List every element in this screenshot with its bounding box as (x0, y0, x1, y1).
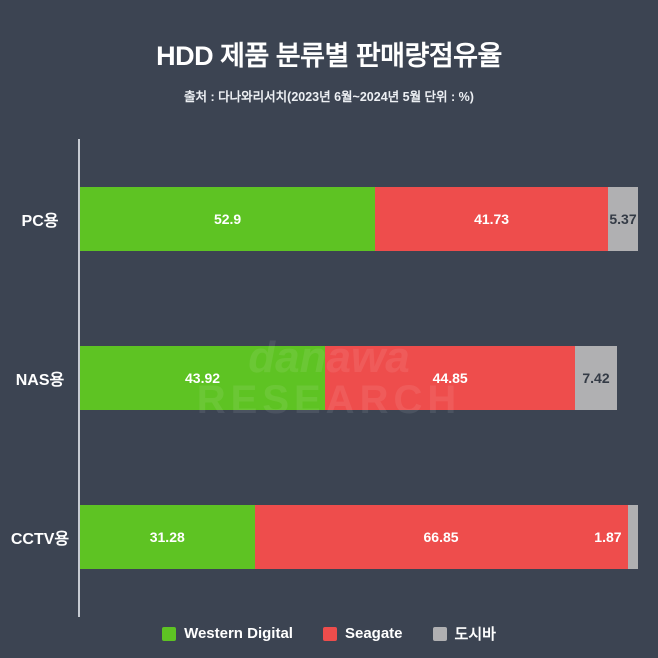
legend-item: Seagate (322, 625, 403, 642)
bar-track: 52.9 41.73 5.37 (80, 186, 638, 251)
legend-label: Western Digital (184, 625, 293, 642)
segment-value: 1.87 (594, 529, 622, 546)
bar-segment-toshiba: 1.87 (594, 505, 638, 570)
bar-segment-toshiba: 7.42 (575, 345, 617, 410)
legend-label: 도시바 (454, 626, 496, 643)
category-label: PC용 (21, 212, 59, 230)
legend-item: Western Digital (162, 625, 293, 642)
chart-row: NAS용 43.92 44.85 7.42 (16, 345, 638, 410)
segment-value: 52.9 (213, 210, 242, 227)
chart-title: HDD 제품 분류별 판매량점유율 (156, 41, 502, 71)
chart-row: PC용 52.9 41.73 5.37 (22, 186, 638, 251)
segment-value: 44.85 (432, 369, 468, 386)
legend-item: 도시바 (432, 623, 496, 644)
bar-segment-seagate: 44.85 (325, 345, 576, 410)
bar-segment-western-digital: 52.9 (80, 186, 376, 251)
chart-area: PC용 52.9 41.73 5.37 NAS용 43.92 44.85 7.42 CCTV용 3… (0, 139, 638, 617)
bar-track: 31.28 66.85 1.87 (80, 505, 638, 570)
segment-value: 41.73 (474, 210, 510, 227)
legend-swatch (432, 626, 447, 641)
category-label: NAS용 (15, 371, 65, 389)
legend-label: Seagate (344, 625, 403, 642)
bar-track: 43.92 44.85 7.42 (80, 345, 638, 410)
bar-segment-toshiba: 5.37 (608, 186, 638, 251)
segment-value: 66.85 (423, 529, 459, 546)
bar-segment-western-digital: 43.92 (80, 345, 326, 410)
chart-header: HDD 제품 분류별 판매량점유율 출처 : 다나와리서치(2023년 6월~2… (0, 0, 658, 105)
legend-swatch (162, 626, 177, 641)
segment-value: 5.37 (609, 210, 637, 227)
chart-row: CCTV용 31.28 66.85 1.87 (11, 505, 638, 570)
chart-subtitle: 출처 : 다나와리서치(2023년 6월~2024년 5월 단위 : %) (184, 90, 474, 104)
bar-segment-seagate: 41.73 (375, 186, 609, 251)
bar-segment-seagate: 66.85 (254, 505, 628, 570)
segment-value: 43.92 (185, 369, 221, 386)
segment-value: 31.28 (149, 529, 185, 546)
legend-swatch (322, 626, 337, 641)
chart-rows: PC용 52.9 41.73 5.37 NAS용 43.92 44.85 7.42 CCTV용 3… (11, 139, 638, 617)
segment-value: 7.42 (582, 369, 610, 386)
category-label: CCTV용 (10, 531, 70, 549)
legend: Western Digital Seagate 도시바 (0, 623, 658, 644)
bar-segment-western-digital: 31.28 (80, 505, 255, 570)
